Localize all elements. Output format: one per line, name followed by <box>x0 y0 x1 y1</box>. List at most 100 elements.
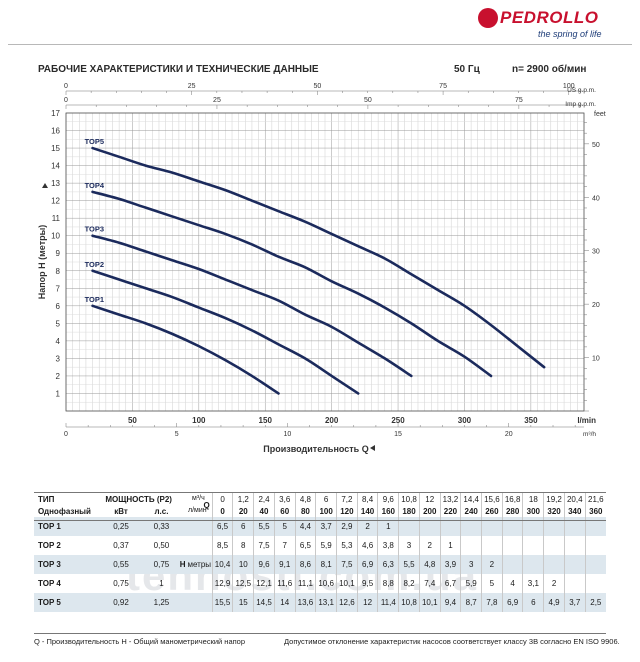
x-tick-label: 200 <box>325 416 339 425</box>
page-title: РАБОЧИЕ ХАРАКТЕРИСТИКИ И ТЕХНИЧЕСКИЕ ДАН… <box>38 64 319 75</box>
table-row: TOP 4 0,75 1 12,9 12,5 12,1 11,6 11,1 10,6 10,1 9,… <box>34 574 606 593</box>
model-name: TOP 3 <box>34 555 99 574</box>
head-value: 2 <box>356 517 378 536</box>
us-tick-label: 75 <box>439 83 447 90</box>
head-value <box>460 517 482 536</box>
imp-tick-label: 0 <box>64 97 68 104</box>
series-label: TOP4 <box>85 181 105 190</box>
head-value <box>563 555 586 574</box>
head-value <box>563 574 586 593</box>
table-row: TOP 5 0,92 1,25 15,5 15 14,5 14 13,6 13,1 12,6 12 1… <box>34 593 606 612</box>
head-value: 7,8 <box>481 593 503 612</box>
q-m3h-15: 18 <box>522 493 544 505</box>
q-lmin-3: 60 <box>273 505 296 517</box>
head-value: 6,5 <box>294 536 316 555</box>
y-tick-label: 5 <box>56 319 61 328</box>
feet-tick-label: 20 <box>592 302 600 309</box>
h-label-cell <box>179 593 213 612</box>
q-lmin-2: 40 <box>253 505 275 517</box>
head-value: 11,4 <box>377 593 399 612</box>
q-m3h-9: 10,8 <box>398 493 420 505</box>
head-value: 4 <box>501 574 523 593</box>
head-value: 6,9 <box>501 593 523 612</box>
m3h-tick-label: 20 <box>505 431 513 438</box>
head-value: 6,3 <box>377 555 399 574</box>
table-header-row: Однофазный кВт л.с. 0 20 40 60 80 100 120 140 160 18… <box>34 505 606 517</box>
q-m3h-16: 19,2 <box>543 493 565 505</box>
head-value: 6,7 <box>439 574 461 593</box>
feet-unit: feet <box>594 111 606 118</box>
head-value: 9,1 <box>273 555 296 574</box>
power-hp: 1 <box>159 579 164 588</box>
head-value: 10,8 <box>398 593 420 612</box>
header-q-symbol: Q <box>203 500 210 510</box>
head-value: 4,8 <box>418 555 441 574</box>
head-value: 8,5 <box>211 536 233 555</box>
q-m3h-0: 0 <box>211 493 233 505</box>
power-kw: 0,55 <box>98 555 144 574</box>
head-value <box>398 517 420 536</box>
q-m3h-11: 13,2 <box>439 493 461 505</box>
q-lmin-6: 120 <box>336 505 358 517</box>
q-lmin-7: 140 <box>356 505 378 517</box>
y-axis-title: Напор H (метры) <box>37 225 47 300</box>
power-hp: 0,33 <box>143 517 180 536</box>
x-tick-label: 300 <box>458 416 472 425</box>
q-lmin-18: 360 <box>584 505 606 517</box>
head-value: 3,7 <box>563 593 586 612</box>
h-label-cell <box>179 574 212 593</box>
model-name: TOP 4 <box>38 579 61 588</box>
head-value <box>460 536 482 555</box>
head-value: 10,1 <box>336 574 358 593</box>
q-lmin-16: 320 <box>543 505 565 517</box>
header-type: ТИП <box>38 494 55 504</box>
head-value: 12,9 <box>211 574 233 593</box>
header-divider <box>8 44 632 45</box>
m3h-tick-label: 0 <box>64 431 68 438</box>
head-value: 10,1 <box>418 593 441 612</box>
legend-note: Q - Производительность H - Общий маномет… <box>34 637 246 646</box>
head-value <box>501 555 523 574</box>
x-unit-label: l/min <box>577 416 596 425</box>
head-value: 3 <box>460 555 482 574</box>
table-row: TOP 1 0,25 0,33 6,5 6 5,5 5 4,4 3,7 2,9 2 1 <box>34 517 606 536</box>
head-value: 4,9 <box>543 593 565 612</box>
head-value <box>584 574 606 593</box>
head-value: 7,5 <box>253 536 275 555</box>
m3h-tick-label: 10 <box>283 431 291 438</box>
head-value: 5,9 <box>315 536 337 555</box>
q-m3h-17: 20,4 <box>563 493 586 505</box>
q-m3h-10: 12 <box>418 493 441 505</box>
q-m3h-3: 3,6 <box>273 493 296 505</box>
y-tick-label: 9 <box>56 249 61 258</box>
head-value <box>439 517 461 536</box>
q-lmin-17: 340 <box>563 505 586 517</box>
head-value: 6,9 <box>356 555 378 574</box>
q-lmin-11: 220 <box>439 505 461 517</box>
head-value: 15,5 <box>211 593 233 612</box>
unit-lmin: л/мин <box>188 507 207 514</box>
us-tick-label: 50 <box>313 83 321 90</box>
h-label-cell <box>179 536 212 555</box>
imp-tick-label: 25 <box>213 97 221 104</box>
head-value: 10 <box>232 555 254 574</box>
brand-mark-icon <box>478 8 498 28</box>
feet-tick-label: 40 <box>592 195 600 202</box>
head-value <box>584 555 606 574</box>
q-lmin-10: 200 <box>418 505 441 517</box>
head-value: 2,9 <box>336 517 358 536</box>
y-tick-label: 2 <box>56 372 61 381</box>
y-tick-label: 1 <box>56 389 61 398</box>
feet-tick-label: 10 <box>592 356 600 363</box>
head-value: 6 <box>522 593 544 612</box>
y-tick-label: 14 <box>51 162 60 171</box>
head-value <box>543 517 565 536</box>
head-value: 2 <box>481 555 503 574</box>
y-tick-label: 16 <box>51 127 60 136</box>
head-value: 8,7 <box>460 593 482 612</box>
q-lmin-13: 260 <box>481 505 503 517</box>
head-value <box>501 517 523 536</box>
q-m3h-2: 2,4 <box>253 493 275 505</box>
power-hp: 1,25 <box>143 593 180 612</box>
